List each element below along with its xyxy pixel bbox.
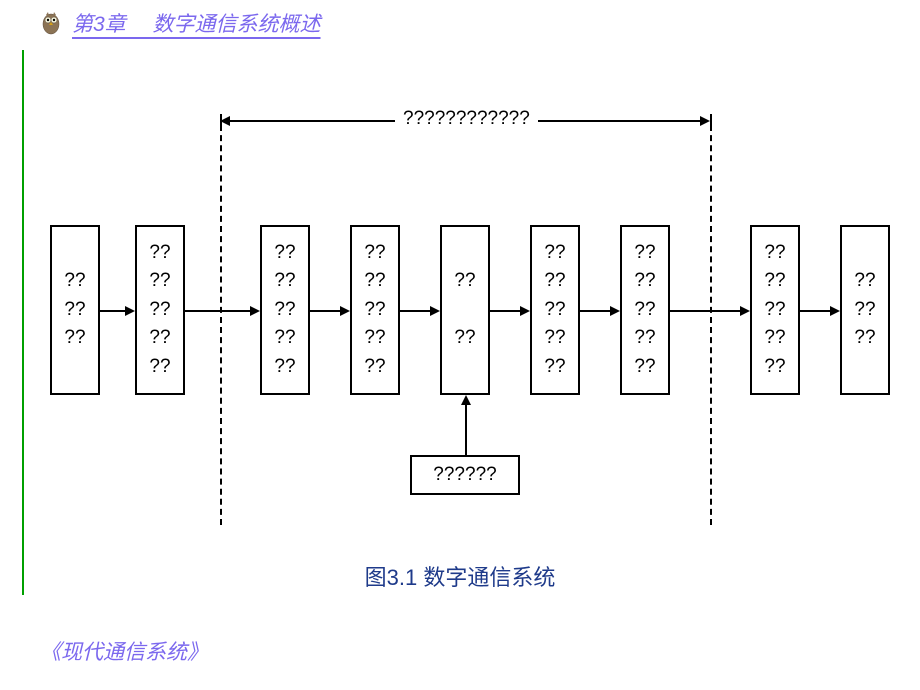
slide-header: 第3章 数字通信系统概述 [40,8,321,38]
book-title-footer: 《现代通信系统》 [40,636,208,666]
left-green-line [22,50,24,595]
bracket-right-arrow [700,116,710,126]
arrow-head-5 [610,306,620,316]
diagram-box-b2: ?? ?? ?? ?? ?? [135,225,185,395]
figure-caption: 图3.1 数字通信系统 [0,560,920,592]
dashed-line-1 [710,125,712,525]
arrow-head-0 [125,306,135,316]
arrow-6 [670,310,742,312]
noise-arrow-head [461,395,471,405]
arrow-4 [490,310,522,312]
bracket-label: ???????????? [395,108,538,130]
arrow-5 [580,310,612,312]
arrow-head-3 [430,306,440,316]
arrow-2 [310,310,342,312]
diagram-box-b10: ?????? [410,455,520,495]
arrow-0 [100,310,127,312]
diagram-box-b3: ?? ?? ?? ?? ?? [260,225,310,395]
arrow-head-1 [250,306,260,316]
diagram-box-b8: ?? ?? ?? ?? ?? [750,225,800,395]
arrow-head-6 [740,306,750,316]
arrow-head-2 [340,306,350,316]
dashed-line-0 [220,125,222,525]
diagram-box-b9: ?? ?? ?? [840,225,890,395]
chapter-title: 第3章 数字通信系统概述 [72,8,321,38]
diagram-box-b7: ?? ?? ?? ?? ?? [620,225,670,395]
diagram-box-b1: ?? ?? ?? [50,225,100,395]
arrow-7 [800,310,832,312]
arrow-1 [185,310,252,312]
arrow-head-4 [520,306,530,316]
arrow-3 [400,310,432,312]
bracket-right-tick [710,114,712,126]
diagram-box-b4: ?? ?? ?? ?? ?? [350,225,400,395]
diagram-box-b5: ?? ?? [440,225,490,395]
diagram-box-b6: ?? ?? ?? ?? ?? [530,225,580,395]
arrow-head-7 [830,306,840,316]
noise-arrow-line [465,403,467,455]
owl-icon [40,10,62,36]
block-diagram: ?? ?? ?? ?? ?? ?? ?? ?? ?? ?? ?? ?? ?? ?? ?… [30,75,910,565]
bracket-left-tick [220,114,222,126]
